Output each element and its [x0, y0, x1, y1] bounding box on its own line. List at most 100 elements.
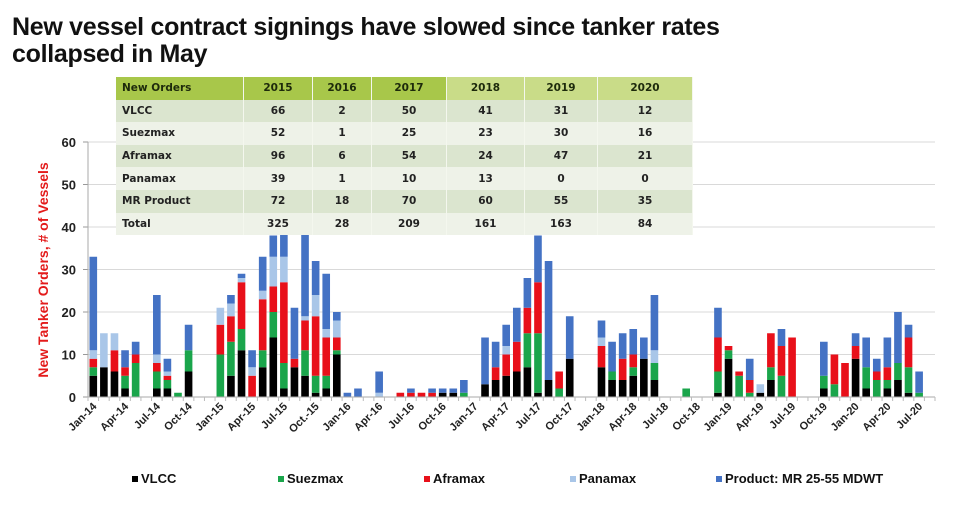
title-line-2: collapsed in May	[12, 40, 208, 68]
bar-segment-product-jul-16	[407, 388, 415, 393]
table-cell: 96	[243, 144, 313, 168]
bar-segment-suezmax-oct-19	[820, 375, 828, 389]
table-cell: 2	[312, 99, 372, 123]
table-cell: 47	[524, 144, 598, 168]
bar-segment-product-jan-18	[597, 320, 606, 338]
bar-segment-product-apr-17	[502, 324, 511, 346]
bar-segment-vlcc-jan-20	[851, 358, 860, 397]
row-label: Aframax	[116, 144, 244, 168]
bar-segment-aframax-apr-20	[883, 367, 892, 380]
bar-segment-product-mar-17	[491, 341, 500, 368]
table-row: VLCC 66 2 50 41 31 12	[116, 99, 693, 123]
bar-segment-aframax-jul-14	[153, 363, 161, 372]
bar-segment-vlcc-jun-20	[904, 392, 913, 397]
table-cell: 39	[243, 167, 313, 190]
x-tick-label: Apr-19	[733, 401, 766, 434]
bar-segment-aframax-aug-15	[290, 358, 299, 368]
table-cell: 35	[597, 189, 693, 213]
bar-segment-suezmax-may-19	[767, 367, 775, 380]
bar-segment-panamax-apr-16	[375, 392, 383, 397]
bar-segment-suezmax-mar-19	[745, 392, 754, 397]
bar-segment-product-may-18	[640, 337, 648, 359]
bar-segment-panamax-sep-15	[301, 316, 309, 321]
bar-segment-panamax-apr-19	[756, 384, 765, 393]
bar-segment-product-may-20	[894, 312, 902, 363]
bar-segment-suezmax-dec-15	[332, 350, 341, 355]
bar-segment-vlcc-sep-15	[301, 375, 309, 397]
bar-segment-product-feb-16	[354, 388, 362, 397]
bar-segment-suezmax-feb-18	[608, 371, 616, 380]
x-tick-label: Jan-19	[701, 401, 734, 434]
bar-segment-vlcc-mar-18	[618, 380, 627, 397]
table-cell: 60	[446, 189, 525, 213]
bar-segment-panamax-jun-15	[269, 256, 278, 287]
bar-segment-suezmax-may-20	[894, 363, 902, 380]
bar-segment-suezmax-apr-14	[121, 375, 129, 389]
bar-segment-vlcc-aug-15	[290, 367, 299, 397]
bar-segment-vlcc-oct-14	[184, 371, 193, 397]
bar-segment-aframax-mar-14	[110, 350, 119, 372]
row-label: MR Product	[116, 189, 244, 213]
bar-segment-product-feb-17	[481, 337, 489, 385]
bar-segment-suezmax-jan-15	[216, 354, 225, 397]
bar-segment-product-jun-20	[904, 324, 913, 338]
bar-segment-suezmax-jan-19	[724, 350, 733, 359]
bar-segment-product-apr-15	[248, 350, 256, 368]
bar-segment-aframax-oct-15	[311, 316, 320, 376]
bar-segment-product-oct-16	[438, 388, 447, 393]
table-row: Aframax 96 6 54 24 47 21	[116, 144, 693, 168]
row-label: Suezmax	[116, 122, 244, 145]
table-cell: 52	[243, 122, 313, 145]
bar-segment-suezmax-jan-14	[89, 367, 98, 376]
y-tick-label: 50	[62, 178, 76, 193]
table-row: MR Product 72 18 70 60 55 35	[116, 189, 693, 213]
bar-segment-suezmax-jun-17	[523, 333, 532, 368]
bar-segment-product-feb-18	[608, 341, 616, 372]
bar-segment-product-jul-15	[280, 231, 288, 257]
bar-segment-aframax-feb-15	[227, 316, 235, 342]
y-tick-label: 40	[62, 220, 76, 235]
y-tick-label: 60	[62, 135, 76, 150]
bar-segment-panamax-dec-15	[332, 320, 341, 338]
bar-segment-product-jan-14	[89, 256, 98, 351]
bar-segment-vlcc-aug-14	[163, 388, 172, 397]
x-tick-label: Jan-17	[447, 401, 480, 434]
x-tick-label: Apr-14	[98, 400, 132, 434]
header-2018: 2018	[446, 77, 525, 100]
bar-segment-vlcc-nov-16	[449, 392, 458, 397]
x-tick-label: Apr-16	[352, 401, 385, 434]
bar-segment-aframax-dec-19	[841, 363, 849, 397]
x-tick-label: Jan-14	[66, 400, 100, 434]
bar-segment-vlcc-dec-18	[714, 392, 722, 397]
bar-segment-product-jan-16	[343, 392, 352, 397]
table-cell: 21	[597, 144, 693, 168]
bar-segment-panamax-mar-14	[110, 333, 119, 351]
bar-segment-product-dec-18	[714, 307, 722, 338]
bar-segment-product-may-14	[131, 341, 140, 355]
bar-segment-aframax-mar-18	[618, 358, 627, 380]
bar-segment-vlcc-oct-16	[438, 392, 447, 397]
bar-segment-aframax-jan-18	[597, 346, 606, 368]
bar-segment-aframax-apr-15	[248, 375, 256, 397]
bar-segment-aframax-jul-17	[534, 282, 542, 334]
table-cell: 66	[243, 99, 313, 123]
bar-segment-panamax-mar-15	[237, 278, 246, 283]
bar-segment-vlcc-jun-17	[523, 367, 532, 397]
x-tick-label: Jul-19	[767, 401, 798, 432]
bar-segment-vlcc-apr-20	[883, 388, 892, 397]
bar-segment-aframax-jun-16	[396, 392, 405, 397]
table-row: Total 325 28 209 161 163 84	[116, 212, 693, 236]
x-tick-label: Jan-15	[193, 401, 226, 434]
x-tick-label: Apr-20	[860, 401, 893, 434]
x-tick-label: Jul-14	[132, 400, 164, 432]
bar-segment-product-mar-20	[872, 358, 881, 372]
x-tick-label: Oct-17	[543, 401, 576, 434]
bar-segment-panamax-jan-18	[597, 337, 606, 346]
bar-segment-vlcc-oct-15	[311, 392, 320, 397]
bar-segment-aframax-jun-20	[904, 337, 913, 368]
bar-segment-vlcc-apr-18	[629, 375, 638, 397]
bar-segment-panamax-apr-15	[248, 367, 256, 376]
y-tick-label: 10	[62, 348, 76, 363]
bar-segment-aframax-may-15	[258, 299, 267, 351]
table-cell: 0	[597, 167, 693, 190]
